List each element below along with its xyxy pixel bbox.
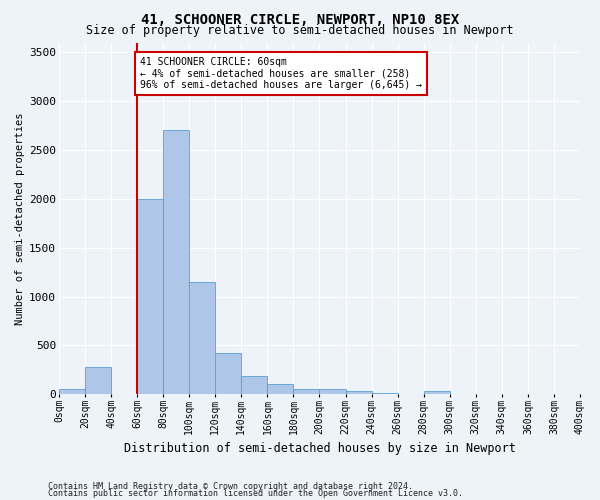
Bar <box>137 199 163 394</box>
Bar <box>189 282 215 394</box>
X-axis label: Distribution of semi-detached houses by size in Newport: Distribution of semi-detached houses by … <box>124 442 515 455</box>
Bar <box>241 376 268 394</box>
Bar <box>346 392 371 394</box>
Text: Size of property relative to semi-detached houses in Newport: Size of property relative to semi-detach… <box>86 24 514 37</box>
Y-axis label: Number of semi-detached properties: Number of semi-detached properties <box>15 112 25 324</box>
Bar <box>293 389 319 394</box>
Bar <box>319 389 346 394</box>
Text: 41, SCHOONER CIRCLE, NEWPORT, NP10 8EX: 41, SCHOONER CIRCLE, NEWPORT, NP10 8EX <box>141 12 459 26</box>
Bar <box>424 392 450 394</box>
Text: Contains HM Land Registry data © Crown copyright and database right 2024.: Contains HM Land Registry data © Crown c… <box>48 482 413 491</box>
Bar <box>268 384 293 394</box>
Bar <box>59 390 85 394</box>
Bar <box>215 353 241 394</box>
Bar <box>85 367 111 394</box>
Bar <box>163 130 189 394</box>
Text: 41 SCHOONER CIRCLE: 60sqm
← 4% of semi-detached houses are smaller (258)
96% of : 41 SCHOONER CIRCLE: 60sqm ← 4% of semi-d… <box>140 57 422 90</box>
Text: Contains public sector information licensed under the Open Government Licence v3: Contains public sector information licen… <box>48 490 463 498</box>
